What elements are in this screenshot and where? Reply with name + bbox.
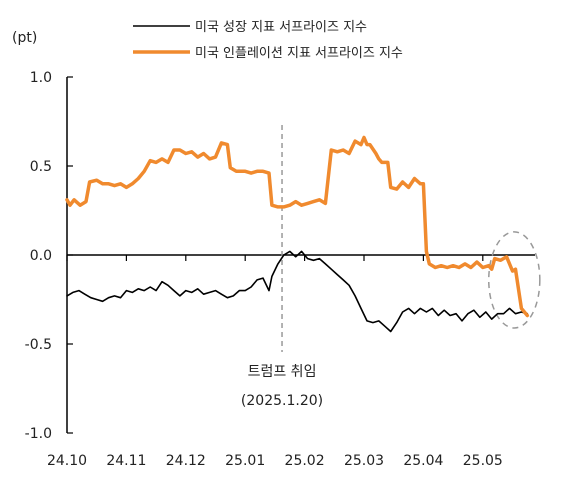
y-axis-ticks: 1.0 0.5 0.0 -0.5 -1.0 (25, 70, 73, 442)
inauguration-label: 트럼프 취임 (248, 364, 317, 380)
highlight-ellipse (487, 231, 541, 329)
annotations: 트럼프 취임 (2025.1.20) (241, 125, 541, 409)
y-tick-label: 0.5 (30, 159, 52, 175)
y-unit-label: (pt) (12, 30, 37, 46)
x-tick-label: 25.01 (225, 453, 265, 469)
legend-label: 미국 인플레이션 지표 서프라이즈 지수 (195, 46, 403, 61)
legend-label: 미국 성장 지표 서프라이즈 지수 (195, 20, 367, 35)
x-tick-label: 25.05 (463, 453, 503, 469)
x-tick-label: 24.12 (166, 453, 206, 469)
inflation-surprise-line (65, 135, 530, 318)
y-tick-label: 0.0 (30, 248, 52, 264)
x-tick-label: 25.02 (285, 453, 325, 469)
y-tick-label: -1.0 (25, 426, 52, 442)
y-tick-label: 1.0 (30, 70, 52, 86)
x-tick-label: 24.10 (47, 453, 87, 469)
x-axis-ticks: 24.10 24.11 24.12 25.01 25.02 25.03 25.04 25.05 (47, 255, 503, 469)
y-tick-label: -0.5 (25, 337, 52, 353)
axes (66, 77, 535, 433)
series-lines (65, 135, 530, 333)
growth-surprise-line (66, 250, 529, 333)
inauguration-date-label: (2025.1.20) (241, 393, 323, 409)
x-tick-label: 25.03 (344, 453, 384, 469)
x-tick-label: 25.04 (403, 453, 443, 469)
x-tick-label: 24.11 (106, 453, 146, 469)
